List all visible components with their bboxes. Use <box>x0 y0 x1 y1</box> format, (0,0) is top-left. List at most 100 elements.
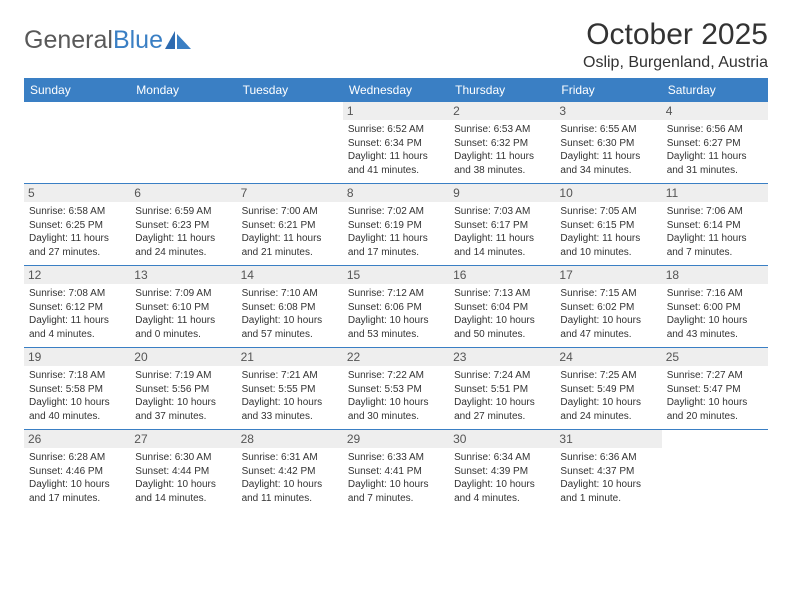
calendar-row: 12Sunrise: 7:08 AMSunset: 6:12 PMDayligh… <box>24 266 768 348</box>
cell-line: and 53 minutes. <box>348 328 444 342</box>
cell-line: Sunrise: 7:21 AM <box>242 369 338 383</box>
cell-line: and 31 minutes. <box>667 164 763 178</box>
cell-line: Sunset: 6:15 PM <box>560 219 656 233</box>
cell-line: Sunrise: 7:09 AM <box>135 287 231 301</box>
day-number: 30 <box>449 430 555 448</box>
cell-line: and 17 minutes. <box>29 492 125 506</box>
weekday-header: Monday <box>130 78 236 102</box>
logo-text-b: Blue <box>113 26 163 54</box>
cell-line: Sunset: 6:17 PM <box>454 219 550 233</box>
cell-line: Daylight: 10 hours <box>242 314 338 328</box>
cell-line: and 7 minutes. <box>348 492 444 506</box>
calendar-cell: 15 Sunrise: 7:12 AMSunset: 6:06 PMDayligh… <box>343 266 449 348</box>
cell-line: Sunset: 6:34 PM <box>348 137 444 151</box>
cell-line: Sunrise: 7:12 AM <box>348 287 444 301</box>
cell-line: Sunrise: 7:10 AM <box>242 287 338 301</box>
cell-line: Sunrise: 6:55 AM <box>560 123 656 137</box>
day-number: 6 <box>130 184 236 202</box>
calendar-cell: 6Sunrise: 6:59 AMSunset: 6:23 PMDaylight… <box>130 184 236 266</box>
cell-line: and 14 minutes. <box>135 492 231 506</box>
cell-line: Sunset: 4:42 PM <box>242 465 338 479</box>
cell-line: Sunrise: 6:52 AM <box>348 123 444 137</box>
day-number: 11 <box>662 184 768 202</box>
cell-line: Sunset: 5:58 PM <box>29 383 125 397</box>
cell-line: Daylight: 11 hours <box>242 232 338 246</box>
cell-line: Daylight: 10 hours <box>560 314 656 328</box>
day-number: 4 <box>662 102 768 120</box>
calendar-cell: 10Sunrise: 7:05 AMSunset: 6:15 PMDayligh… <box>555 184 661 266</box>
cell-line: and 10 minutes. <box>560 246 656 260</box>
cell-line: Daylight: 10 hours <box>348 314 444 328</box>
day-number: 13 <box>130 266 236 284</box>
day-number: 8 <box>343 184 449 202</box>
cell-line: Sunrise: 7:16 AM <box>667 287 763 301</box>
cell-line: and 33 minutes. <box>242 410 338 424</box>
cell-line: and 40 minutes. <box>29 410 125 424</box>
calendar-cell <box>237 102 343 184</box>
calendar-cell: 4Sunrise: 6:56 AMSunset: 6:27 PMDaylight… <box>662 102 768 184</box>
cell-line: and 7 minutes. <box>667 246 763 260</box>
cell-line: Sunset: 6:08 PM <box>242 301 338 315</box>
day-number <box>237 102 343 120</box>
cell-line: Sunset: 6:23 PM <box>135 219 231 233</box>
day-number: 29 <box>343 430 449 448</box>
cell-line: and 14 minutes. <box>454 246 550 260</box>
calendar-cell: 21Sunrise: 7:21 AMSunset: 5:55 PMDayligh… <box>237 348 343 430</box>
calendar-cell: 8Sunrise: 7:02 AMSunset: 6:19 PMDaylight… <box>343 184 449 266</box>
cell-line: and 11 minutes. <box>242 492 338 506</box>
day-number: 12 <box>24 266 130 284</box>
day-number <box>662 430 768 448</box>
cell-line: Sunrise: 7:00 AM <box>242 205 338 219</box>
cell-line: Sunset: 6:19 PM <box>348 219 444 233</box>
calendar-row: 5Sunrise: 6:58 AMSunset: 6:25 PMDaylight… <box>24 184 768 266</box>
cell-line: Sunrise: 7:15 AM <box>560 287 656 301</box>
header: GeneralBlue October 2025 Oslip, Burgenla… <box>24 18 768 72</box>
cell-line: and 24 minutes. <box>560 410 656 424</box>
day-number: 5 <box>24 184 130 202</box>
cell-line: Daylight: 10 hours <box>348 478 444 492</box>
day-number: 15 <box>343 266 449 284</box>
cell-line: Daylight: 11 hours <box>454 150 550 164</box>
day-number: 25 <box>662 348 768 366</box>
calendar-cell: 28Sunrise: 6:31 AMSunset: 4:42 PMDayligh… <box>237 430 343 512</box>
cell-line: Daylight: 10 hours <box>242 396 338 410</box>
day-number: 20 <box>130 348 236 366</box>
cell-line: Daylight: 11 hours <box>667 232 763 246</box>
cell-line: Sunrise: 6:34 AM <box>454 451 550 465</box>
sail-icon <box>165 31 191 49</box>
cell-line: Daylight: 10 hours <box>667 314 763 328</box>
cell-line: Sunrise: 6:33 AM <box>348 451 444 465</box>
calendar-body: 1Sunrise: 6:52 AMSunset: 6:34 PMDaylight… <box>24 102 768 511</box>
day-number: 9 <box>449 184 555 202</box>
cell-line: Sunrise: 7:27 AM <box>667 369 763 383</box>
cell-line: and 41 minutes. <box>348 164 444 178</box>
cell-line: Sunset: 6:06 PM <box>348 301 444 315</box>
cell-line: Sunrise: 7:02 AM <box>348 205 444 219</box>
weekday-header: Tuesday <box>237 78 343 102</box>
calendar-cell: 22Sunrise: 7:22 AMSunset: 5:53 PMDayligh… <box>343 348 449 430</box>
cell-line: Sunset: 6:00 PM <box>667 301 763 315</box>
cell-line: and 34 minutes. <box>560 164 656 178</box>
cell-line: Sunset: 6:14 PM <box>667 219 763 233</box>
cell-line: Sunset: 5:47 PM <box>667 383 763 397</box>
calendar-cell: 1Sunrise: 6:52 AMSunset: 6:34 PMDaylight… <box>343 102 449 184</box>
cell-line: and 21 minutes. <box>242 246 338 260</box>
cell-line: Sunrise: 7:05 AM <box>560 205 656 219</box>
cell-line: Sunset: 5:49 PM <box>560 383 656 397</box>
cell-line: and 4 minutes. <box>454 492 550 506</box>
calendar-cell: 9Sunrise: 7:03 AMSunset: 6:17 PMDaylight… <box>449 184 555 266</box>
day-number: 18 <box>662 266 768 284</box>
cell-line: and 30 minutes. <box>348 410 444 424</box>
day-number: 27 <box>130 430 236 448</box>
calendar-cell: 13Sunrise: 7:09 AMSunset: 6:10 PMDayligh… <box>130 266 236 348</box>
cell-line: Sunset: 6:21 PM <box>242 219 338 233</box>
cell-line: and 50 minutes. <box>454 328 550 342</box>
cell-line: and 1 minute. <box>560 492 656 506</box>
day-number: 31 <box>555 430 661 448</box>
cell-line: Sunset: 6:30 PM <box>560 137 656 151</box>
cell-line: Sunrise: 7:22 AM <box>348 369 444 383</box>
day-number: 24 <box>555 348 661 366</box>
cell-line: Sunrise: 7:06 AM <box>667 205 763 219</box>
cell-line: and 27 minutes. <box>454 410 550 424</box>
cell-line: and 47 minutes. <box>560 328 656 342</box>
